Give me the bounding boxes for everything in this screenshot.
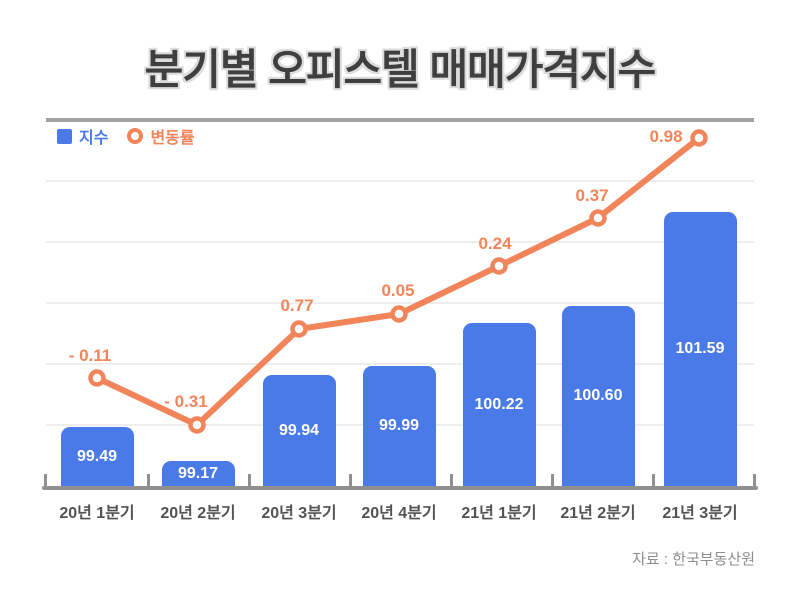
index-bar-value-label: 101.59 — [675, 340, 725, 357]
x-axis-label: 21년 1분기 — [461, 505, 537, 522]
index-bar: 101.59 — [663, 212, 737, 486]
change-rate-point-marker — [490, 257, 508, 275]
gridline — [46, 241, 754, 243]
chart-top-border — [46, 118, 754, 122]
x-axis-label: 20년 3분기 — [261, 505, 337, 522]
change-rate-point-marker — [690, 129, 708, 147]
index-bar-value-label: 99.17 — [177, 464, 219, 482]
change-rate-value-label: 0.37 — [575, 186, 608, 205]
x-axis-label: 20년 1분기 — [59, 505, 135, 522]
x-axis-label: 21년 3분기 — [662, 505, 738, 522]
x-axis-tick — [248, 474, 251, 486]
index-bar-value-label: 99.94 — [278, 421, 320, 439]
index-bar: 100.60 — [561, 306, 635, 486]
change-rate-legend-label: 변동률 — [150, 130, 195, 147]
x-axis-tick — [349, 474, 352, 486]
x-axis-line — [42, 486, 758, 490]
change-rate-value-label: 0.24 — [478, 234, 512, 253]
gridline — [46, 363, 754, 365]
x-axis-tick — [450, 474, 453, 486]
x-axis-tick — [147, 474, 150, 486]
index-bar: 100.22 — [462, 323, 536, 486]
change-rate-point-marker — [290, 320, 308, 338]
x-axis-tick — [551, 474, 554, 486]
x-axis-label: 21년 2분기 — [560, 505, 636, 522]
index-bar-value-label: 100.22 — [474, 395, 524, 413]
change-rate-point-marker — [88, 369, 106, 387]
change-rate-value-label: 0.05 — [381, 281, 414, 300]
gridline — [46, 180, 754, 182]
gridline — [46, 302, 754, 304]
x-axis-label: 20년 2분기 — [160, 505, 236, 522]
index-bar: 99.49 — [60, 427, 134, 486]
x-axis-tick — [44, 474, 47, 486]
change-rate-point-marker — [589, 209, 607, 227]
change-rate-value-label: 0.77 — [280, 296, 313, 315]
change-rate-point-marker — [390, 305, 408, 323]
index-bar: 99.94 — [262, 375, 336, 486]
legend: 지수 변동률 — [57, 126, 195, 147]
index-legend-swatch-icon — [57, 128, 72, 144]
index-legend-label: 지수 — [79, 130, 109, 147]
index-bar: 99.99 — [362, 366, 436, 486]
change-rate-value-label: 0.98 — [649, 127, 682, 146]
x-axis-tick — [753, 474, 756, 486]
x-axis-tick — [652, 474, 655, 486]
change-rate-legend-ring-icon — [127, 128, 144, 144]
index-bar: 99.17 — [161, 461, 235, 486]
source-note: 자료 : 한국부동산원 — [632, 551, 755, 568]
change-rate-value-label: - 0.31 — [164, 392, 207, 411]
x-axis-label: 20년 4분기 — [361, 505, 437, 522]
chart-title: 분기별 오피스텔 매매가격지수 — [144, 46, 657, 93]
index-bar-value-label: 99.99 — [378, 417, 420, 434]
index-bar-value-label: 99.49 — [76, 447, 118, 465]
index-bar-value-label: 100.60 — [573, 387, 623, 404]
